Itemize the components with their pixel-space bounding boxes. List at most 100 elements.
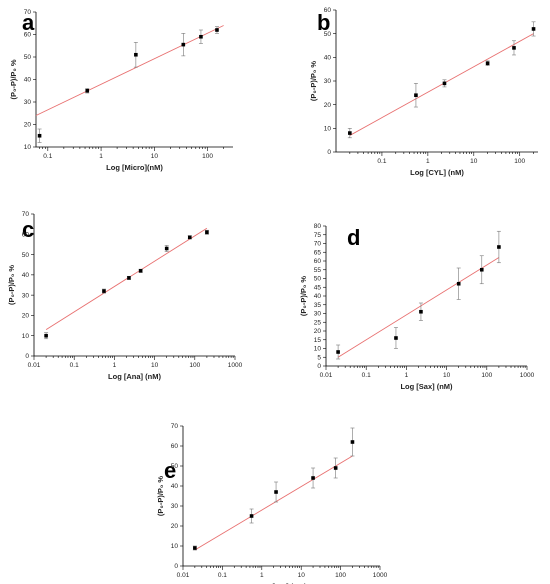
axis-lines bbox=[335, 10, 538, 153]
y-tick-label: 20 bbox=[22, 313, 30, 320]
y-tick-label: 40 bbox=[314, 293, 322, 300]
fit-line bbox=[349, 33, 534, 136]
x-tick-label: 100 bbox=[202, 153, 213, 160]
data-point bbox=[164, 246, 169, 251]
data-point bbox=[102, 289, 106, 293]
y-tick-label: 40 bbox=[324, 55, 332, 62]
y-tick-label: 70 bbox=[314, 241, 322, 248]
x-tick-label: 100 bbox=[335, 572, 346, 579]
data-point bbox=[134, 52, 138, 57]
x-tick-label: 0.1 bbox=[43, 153, 52, 160]
y-tick-label: 70 bbox=[24, 9, 32, 16]
y-tick-label: 20 bbox=[324, 102, 332, 109]
axis-lines bbox=[182, 426, 380, 567]
data-point bbox=[205, 230, 209, 235]
y-tick-label: 45 bbox=[314, 284, 322, 291]
data-point bbox=[456, 281, 461, 286]
y-tick-label: 60 bbox=[314, 258, 322, 265]
x-tick-label: 10 bbox=[151, 153, 159, 160]
x-axis-title: Log [OA] (nM) bbox=[257, 582, 307, 584]
data-point bbox=[85, 88, 90, 93]
y-tick-label: 0 bbox=[317, 363, 321, 370]
panel-letter-b: b bbox=[317, 10, 330, 35]
data-point bbox=[414, 93, 418, 97]
data-point bbox=[394, 336, 398, 340]
y-tick-label: 70 bbox=[22, 211, 30, 218]
y-tick-label: 50 bbox=[324, 31, 332, 38]
y-tick-label: 30 bbox=[324, 78, 332, 85]
data-point bbox=[193, 546, 197, 550]
y-tick-label: 35 bbox=[314, 302, 322, 309]
data-point bbox=[333, 466, 338, 470]
data-point bbox=[512, 46, 516, 50]
y-tick-label: 10 bbox=[314, 346, 322, 353]
y-tick-label: 25 bbox=[314, 319, 322, 326]
y-axis-title: (P₀-P)/P₀ % bbox=[7, 265, 16, 305]
x-axis-title: Log [Sax] (nM) bbox=[400, 382, 453, 391]
panel-c: c 0 10 20 30 40 50 60 70 0.01 0.1 1 10 100 1000 Log [A… bbox=[7, 211, 243, 381]
y-tick-label: 40 bbox=[22, 272, 30, 279]
x-tick-label: 10 bbox=[470, 158, 478, 165]
x-tick-label: 0.1 bbox=[70, 362, 79, 369]
y-tick-label: 30 bbox=[22, 292, 30, 299]
y-tick-label: 30 bbox=[314, 311, 322, 318]
x-tick-label: 1000 bbox=[520, 372, 535, 379]
fit-line bbox=[337, 257, 500, 358]
x-tick-label: 100 bbox=[189, 362, 200, 369]
y-tick-label: 50 bbox=[24, 54, 32, 61]
x-tick-label: 1 bbox=[426, 158, 430, 165]
y-tick-label: 60 bbox=[24, 32, 32, 39]
x-axis-title: Log [CYL] (nM) bbox=[410, 168, 464, 177]
x-tick-label: 1 bbox=[99, 153, 103, 160]
x-tick-label: 0.1 bbox=[218, 572, 227, 579]
y-axis-title: (P₀-P)/P₀ % bbox=[156, 476, 165, 516]
y-tick-label: 0 bbox=[25, 353, 29, 360]
y-tick-label: 60 bbox=[324, 7, 332, 14]
y-tick-label: 50 bbox=[171, 463, 179, 470]
data-point bbox=[479, 267, 484, 272]
y-axis-title: (P₀-P)/P₀ % bbox=[309, 61, 318, 101]
fit-line bbox=[194, 455, 353, 551]
y-tick-label: 20 bbox=[24, 122, 32, 129]
y-tick-label: 10 bbox=[22, 333, 30, 340]
panel-b: b 0 10 20 30 40 50 60 0.1 1 10 100 Log [CYL] (nM) (P… bbox=[309, 7, 538, 177]
data-point bbox=[274, 490, 278, 494]
x-tick-label: 0.1 bbox=[362, 372, 371, 379]
data-point bbox=[348, 131, 352, 135]
data-point bbox=[138, 269, 143, 273]
data-point bbox=[531, 27, 536, 31]
panel-letter-a: a bbox=[22, 10, 35, 35]
fit-line bbox=[45, 227, 208, 331]
y-tick-label: 40 bbox=[171, 483, 179, 490]
x-tick-label: 10 bbox=[443, 372, 451, 379]
y-tick-label: 10 bbox=[324, 126, 332, 133]
y-tick-label: 80 bbox=[314, 223, 322, 230]
x-tick-label: 1000 bbox=[373, 572, 388, 579]
y-tick-label: 20 bbox=[171, 523, 179, 530]
y-tick-label: 50 bbox=[22, 252, 30, 259]
x-tick-label: 10 bbox=[298, 572, 306, 579]
x-tick-label: 1000 bbox=[228, 362, 243, 369]
x-tick-label: 1 bbox=[405, 372, 409, 379]
data-point bbox=[187, 235, 192, 240]
data-point bbox=[497, 245, 501, 249]
panel-e: e 0 10 20 30 40 50 60 70 0.01 0.1 1 10 100 1000 Log [O… bbox=[156, 423, 388, 584]
y-axis-title: (P₀-P)/P₀ % bbox=[9, 59, 18, 99]
axis-lines bbox=[33, 214, 235, 357]
data-point bbox=[419, 309, 423, 314]
data-point bbox=[336, 350, 340, 354]
panel-letter-c: c bbox=[22, 217, 34, 242]
panel-letter-e: e bbox=[164, 458, 176, 483]
y-tick-label: 55 bbox=[314, 267, 322, 274]
y-axis-title: (P₀-P)/P₀ % bbox=[299, 276, 308, 316]
data-point bbox=[249, 514, 254, 518]
x-tick-label: 0.01 bbox=[28, 362, 41, 369]
x-tick-label: 100 bbox=[481, 372, 492, 379]
y-tick-label: 30 bbox=[24, 99, 32, 106]
data-point bbox=[37, 133, 42, 138]
y-tick-label: 60 bbox=[171, 443, 179, 450]
data-point bbox=[199, 34, 203, 39]
y-tick-label: 20 bbox=[314, 328, 322, 335]
